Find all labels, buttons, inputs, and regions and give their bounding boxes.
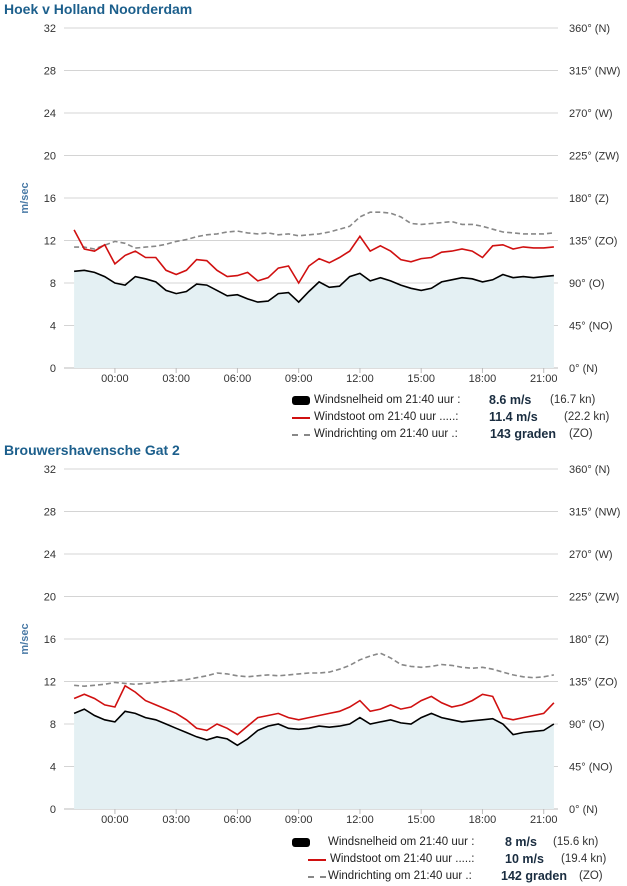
y-tick-label: 0: [50, 804, 56, 816]
y-tick-label: 4: [50, 321, 56, 333]
x-tick-label: 03:00: [162, 814, 190, 826]
y-tick-label: 32: [44, 23, 56, 35]
y2-tick-label: 0° (N): [569, 363, 598, 375]
y2-tick-label: 225° (ZW): [569, 151, 619, 163]
x-tick-label: 09:00: [285, 373, 313, 385]
legend-direction-value: 143 graden: [490, 427, 557, 441]
y-tick-label: 24: [44, 108, 56, 120]
x-tick-label: 03:00: [162, 373, 190, 385]
x-tick-label: 15:00: [407, 814, 435, 826]
direction-line: [74, 211, 554, 250]
legend-speed-label: Windsnelheid om 21:40 uur :: [314, 394, 461, 406]
x-tick-label: 12:00: [346, 373, 374, 385]
station-panel: 0 0° (N) 4 45° (NO) 8 90° (O) 12 135° (ZO) 16 180…: [0, 0, 627, 442]
y2-tick-label: 315° (NW): [569, 507, 620, 519]
legend-direction-label: Windrichting om 21:40 uur .:: [328, 870, 472, 882]
y-axis-title: m/sec: [19, 182, 31, 213]
x-tick-label: 12:00: [346, 814, 374, 826]
y-tick-label: 28: [44, 66, 56, 78]
x-tick-label: 06:00: [224, 814, 252, 826]
gust-line: [73, 684, 555, 736]
y2-tick-label: 225° (ZW): [569, 592, 619, 604]
legend-gust-knots: (22.2 kn): [564, 411, 610, 423]
y2-tick-label: 90° (O): [569, 278, 605, 290]
x-tick-label: 06:00: [224, 373, 252, 385]
station-panel: 0 0° (N) 4 45° (NO) 8 90° (O) 12 135° (ZO) 16 180…: [0, 441, 627, 883]
y-tick-label: 16: [44, 634, 56, 646]
speed-area: [74, 270, 554, 368]
y-tick-label: 20: [44, 151, 56, 163]
x-tick-label: 09:00: [285, 814, 313, 826]
y2-tick-label: 180° (Z): [569, 193, 609, 205]
x-tick-label: 00:00: [101, 814, 129, 826]
y2-tick-label: 270° (W): [569, 549, 613, 561]
legend-direction-label: Windrichting om 21:40 uur .:: [314, 428, 458, 440]
legend-gust-value: 11.4 m/s: [489, 410, 538, 424]
y2-tick-label: 360° (N): [569, 464, 610, 476]
y-tick-label: 32: [44, 464, 56, 476]
y-tick-label: 12: [44, 677, 56, 689]
speed-swatch: [292, 396, 310, 405]
legend-gust-label: Windstoot om 21:40 uur .....:: [314, 411, 459, 423]
station-title: Brouwershavensche Gat 2: [4, 442, 180, 458]
gust-swatch: [292, 417, 310, 419]
y2-tick-label: 90° (O): [569, 719, 605, 731]
y2-tick-label: 135° (ZO): [569, 677, 617, 689]
legend-speed-label: Windsnelheid om 21:40 uur :: [328, 836, 475, 848]
speed-area: [74, 709, 554, 809]
y2-tick-label: 270° (W): [569, 108, 613, 120]
y-tick-label: 8: [50, 278, 56, 290]
station-title: Hoek v Holland Noorderdam: [4, 1, 193, 17]
y-tick-label: 4: [50, 762, 56, 774]
y2-tick-label: 360° (N): [569, 23, 610, 35]
x-tick-label: 18:00: [469, 373, 497, 385]
x-tick-label: 21:00: [530, 373, 558, 385]
direction-swatch: [308, 876, 326, 878]
y2-tick-label: 0° (N): [569, 804, 598, 816]
x-tick-label: 21:00: [530, 814, 558, 826]
x-tick-label: 18:00: [469, 814, 497, 826]
y2-tick-label: 45° (NO): [569, 321, 613, 333]
y-axis-title: m/sec: [19, 623, 31, 654]
y-tick-label: 12: [44, 236, 56, 248]
legend-speed-value: 8 m/s: [505, 835, 537, 849]
legend-direction-compass: (ZO): [579, 870, 603, 882]
y-tick-label: 24: [44, 549, 56, 561]
gust-line: [73, 229, 554, 285]
y2-tick-label: 135° (ZO): [569, 236, 617, 248]
y2-tick-label: 315° (NW): [569, 66, 620, 78]
y2-tick-label: 180° (Z): [569, 634, 609, 646]
legend-speed-value: 8.6 m/s: [489, 393, 532, 407]
legend-direction-value: 142 graden: [501, 869, 568, 883]
legend-direction-compass: (ZO): [569, 428, 593, 440]
wind-chart: 0 0° (N) 4 45° (NO) 8 90° (O) 12 135° (ZO) 16 180…: [19, 23, 620, 385]
direction-line: [74, 652, 555, 688]
gust-swatch: [308, 859, 326, 861]
speed-line: [74, 269, 554, 304]
direction-swatch: [292, 434, 310, 436]
wind-chart: 0 0° (N) 4 45° (NO) 8 90° (O) 12 135° (ZO) 16 180…: [19, 464, 620, 826]
y-tick-label: 0: [50, 363, 56, 375]
y-tick-label: 20: [44, 592, 56, 604]
legend-gust-value: 10 m/s: [505, 852, 544, 866]
y-tick-label: 28: [44, 507, 56, 519]
speed-line: [73, 708, 555, 747]
legend-gust-knots: (19.4 kn): [561, 853, 607, 865]
y-tick-label: 16: [44, 193, 56, 205]
legend-speed-knots: (15.6 kn): [553, 836, 599, 848]
speed-swatch: [292, 838, 310, 847]
legend-speed-knots: (16.7 kn): [550, 394, 596, 406]
y-tick-label: 8: [50, 719, 56, 731]
x-tick-label: 15:00: [407, 373, 435, 385]
legend-gust-label: Windstoot om 21:40 uur .....:: [330, 853, 475, 865]
x-tick-label: 00:00: [101, 373, 129, 385]
y2-tick-label: 45° (NO): [569, 762, 613, 774]
